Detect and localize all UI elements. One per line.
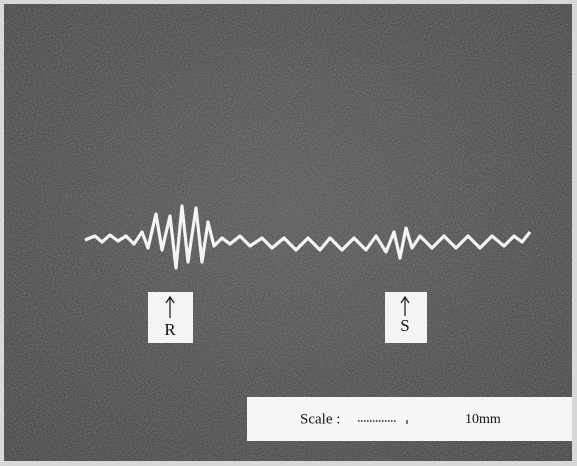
- scale-box: Scale : 10mm: [247, 397, 572, 441]
- figure: R S Scale : 10mm: [0, 0, 577, 466]
- marker-label: R: [164, 320, 176, 339]
- page: R S Scale : 10mm (() => { const data = J…: [0, 0, 577, 466]
- scale-length: 10mm: [465, 412, 501, 427]
- scale-background: [247, 397, 572, 441]
- marker-s: S: [385, 292, 427, 343]
- scale-label: Scale :: [300, 411, 340, 427]
- marker-r: R: [148, 292, 193, 343]
- marker-label: S: [400, 316, 409, 335]
- photo-grain: [4, 4, 572, 461]
